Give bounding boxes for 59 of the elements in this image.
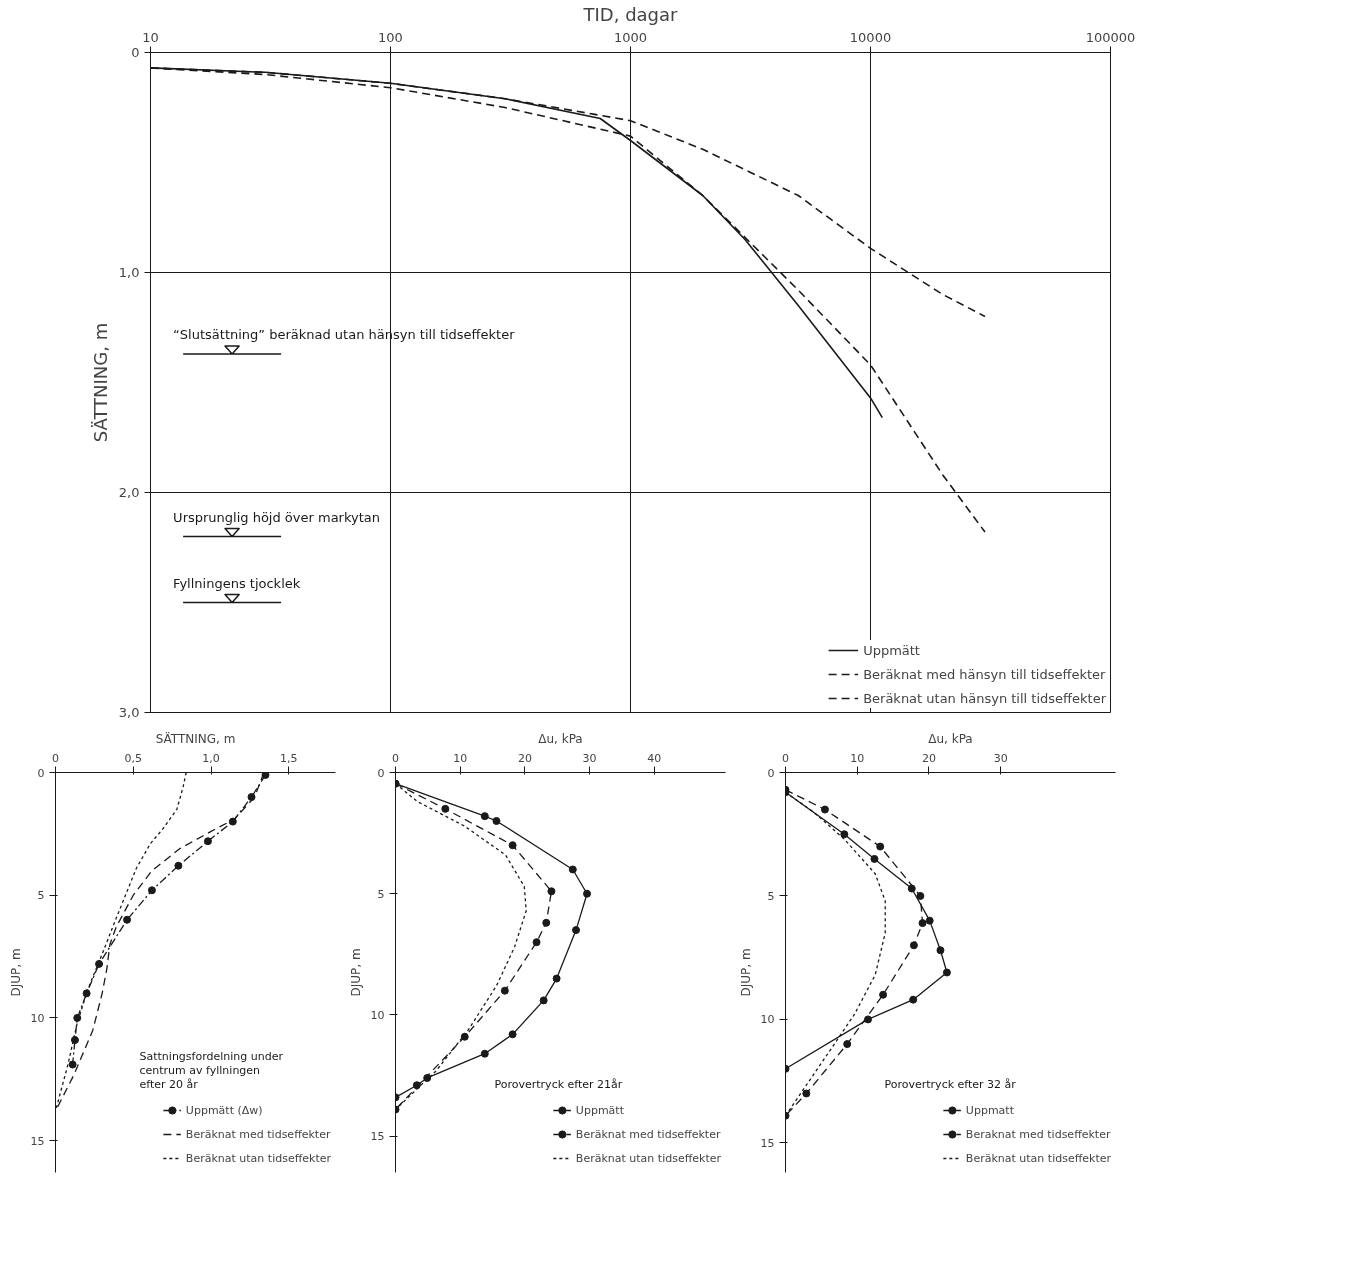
y-tick-label: 3,0 (118, 705, 140, 720)
y-tick-label: 10 (30, 1011, 45, 1025)
y-tick-label: 0 (131, 45, 140, 60)
legend-label: Beräknat med tidseffekter (575, 1127, 721, 1141)
annotation: Sattningsfordelning under centrum av fyllningen efter 20 år (139, 1049, 284, 1091)
legend-label: Beräknat med tidseffekter (185, 1127, 331, 1141)
legend-label: Uppmätt (575, 1103, 624, 1117)
legend-label: Uppmätt (863, 642, 920, 658)
y-tick-label: 15 (370, 1130, 385, 1144)
x-tick-label: 1,0 (202, 751, 220, 765)
legend-label: Uppmätt (Δw) (185, 1103, 263, 1117)
legend-label: Beraknat med tidseffekter (965, 1127, 1111, 1141)
x-tick-label: 0,5 (124, 751, 143, 765)
y-tick-label: 10 (760, 1013, 775, 1027)
x-tick-label: 30 (993, 751, 1008, 765)
x-tick-label: 20 (517, 751, 532, 765)
x-tick-label: 10 (453, 751, 468, 765)
y-tick-label: 10 (370, 1008, 385, 1022)
x-axis-title: Δu, kPa (538, 731, 583, 746)
ref-line-label: Fyllningens tjocklek (173, 575, 301, 591)
x-tick-label: 0 (52, 751, 59, 765)
y-tick-label: 5 (37, 889, 45, 903)
y-tick-label: 15 (760, 1136, 775, 1150)
x-tick-label: 100 (378, 29, 403, 45)
y-axis-title: SÄTTNING, m (89, 322, 111, 443)
x-axis-title: TID, dagar (582, 3, 679, 25)
y-tick-label: 5 (377, 887, 385, 901)
legend-label: Uppmatt (965, 1103, 1014, 1117)
x-tick-label: 20 (921, 751, 936, 765)
x-axis-title: Δu, kPa (928, 731, 973, 746)
y-tick-label: 0 (377, 766, 385, 780)
x-tick-label: 0 (782, 751, 789, 765)
legend-label: Beräknat utan tidseffekter (575, 1151, 721, 1165)
x-tick-label: 40 (647, 751, 662, 765)
y-tick-label: 5 (767, 889, 775, 903)
x-tick-label: 1,5 (280, 751, 298, 765)
annotation: Porovertryck efter 21år (494, 1077, 623, 1091)
x-tick-label: 10 (142, 29, 159, 45)
x-tick-label: 30 (582, 751, 597, 765)
legend-label: Beräknat utan tidseffekter (185, 1151, 331, 1165)
y-tick-label: 0 (767, 766, 775, 780)
legend-label: Beräknat utan tidseffekter (965, 1151, 1111, 1165)
legend-label: Beräknat utan hänsyn till tidseffekter (863, 690, 1106, 706)
x-axis-title: SÄTTNING, m (155, 730, 236, 746)
x-tick-label: 10 (850, 751, 865, 765)
x-tick-label: 0 (392, 751, 399, 765)
ref-line-label: Ursprunglig höjd över markytan (173, 509, 381, 525)
x-tick-label: 10000 (849, 29, 892, 45)
y-axis-title: DJUP, m (738, 948, 753, 997)
y-tick-label: 2,0 (118, 485, 140, 500)
x-tick-label: 1000 (613, 29, 648, 45)
x-tick-label: 100000 (1085, 29, 1136, 45)
annotation: Porovertryck efter 32 år (884, 1077, 1017, 1091)
y-tick-label: 15 (30, 1134, 45, 1148)
y-axis-title: DJUP, m (8, 948, 23, 997)
y-tick-label: 0 (37, 766, 45, 780)
legend-label: Beräknat med hänsyn till tidseffekter (863, 666, 1106, 682)
y-axis-title: DJUP, m (348, 948, 363, 997)
y-tick-label: 1,0 (118, 265, 140, 280)
